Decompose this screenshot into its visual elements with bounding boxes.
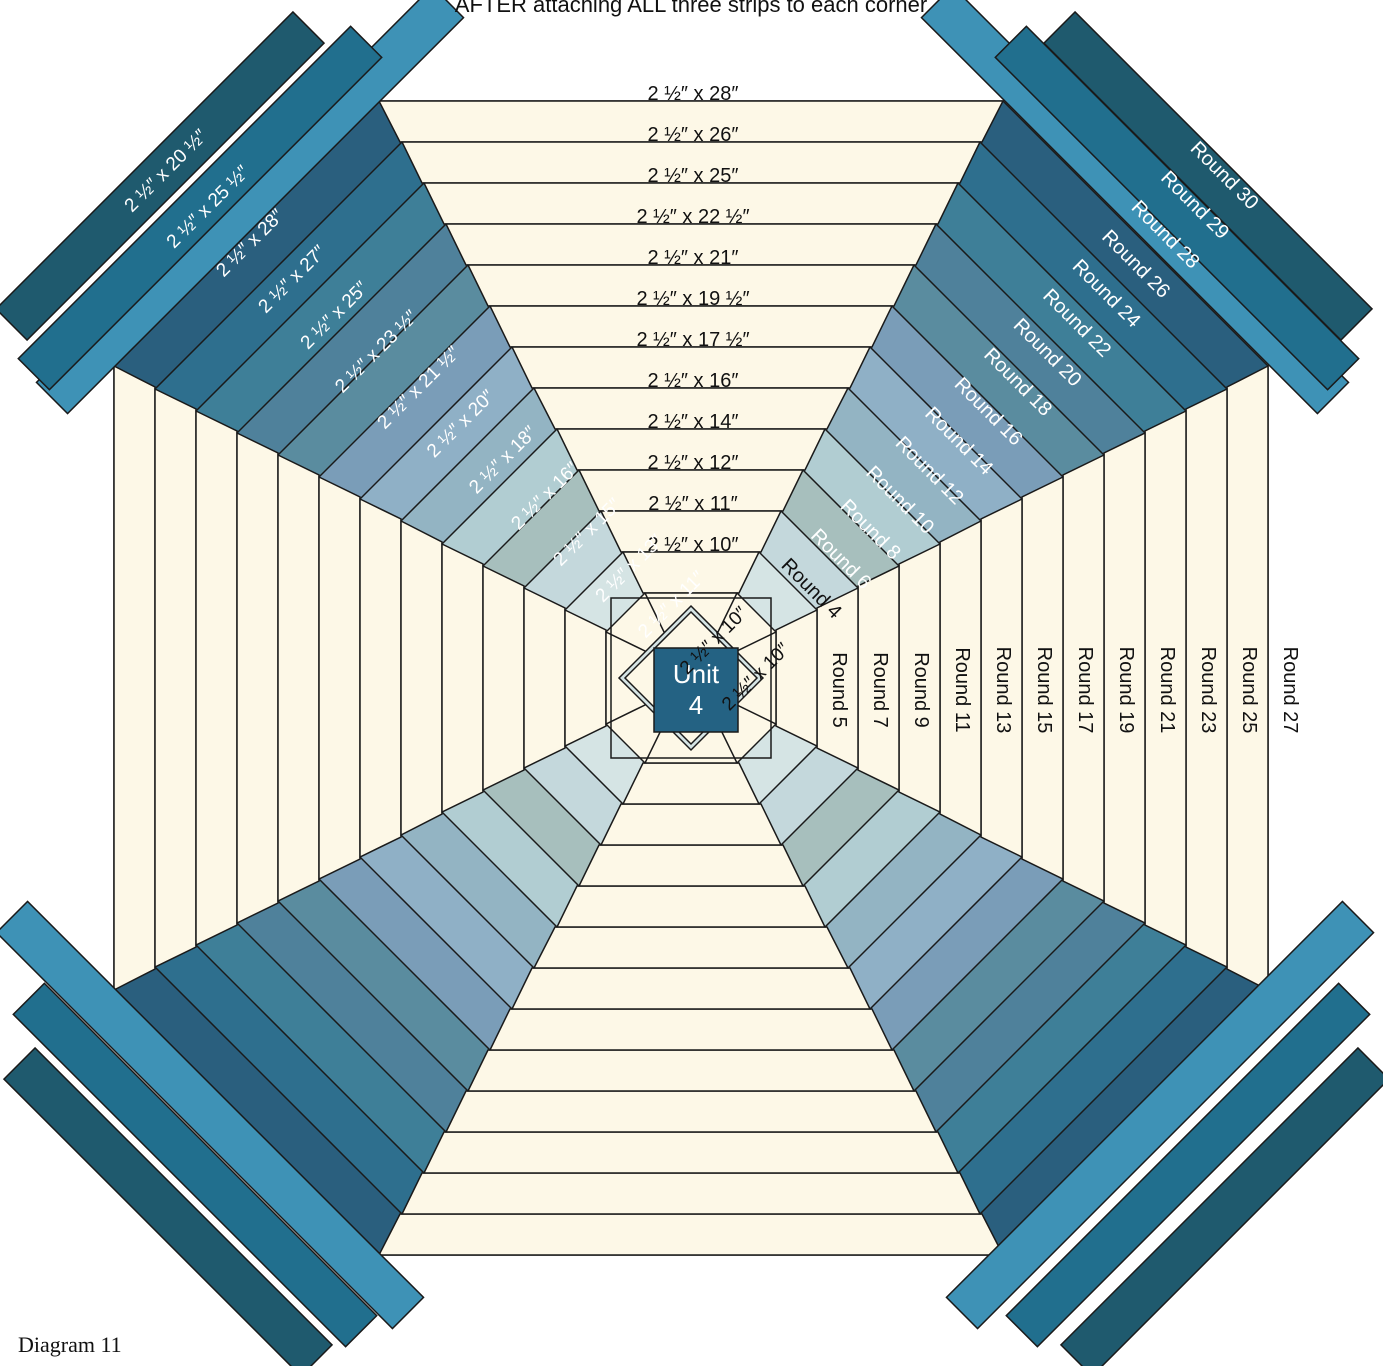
corner-bottom-left-strip-3-rect [2, 1046, 334, 1366]
horizontal-strip-top [555, 428, 827, 471]
horizontal-strip-bottom [621, 762, 761, 805]
diagram-caption: Diagram 11 [18, 1332, 122, 1357]
horizontal-strip-label: 2 ½″ x 10″ [648, 534, 739, 556]
vertical-strip-right [898, 542, 941, 814]
center-frame [610, 597, 772, 759]
vertical-strip-left [564, 608, 607, 748]
corner-top-left-strip-3 [0, 10, 326, 342]
vertical-strip-left [113, 364, 156, 992]
vertical-strip-left [482, 564, 525, 792]
corner-bottom-right-strip-2 [1005, 982, 1371, 1348]
vertical-strip-right [1021, 475, 1064, 881]
corner-bottom-left-strip-1 [0, 900, 425, 1330]
horizontal-strip-label: 2 ½″ x 12″ [648, 452, 739, 474]
horizontal-strip-top [466, 264, 916, 307]
corner-bottom-right-strip-2-rect [1005, 982, 1371, 1348]
corner-bottom-left-strip-2-rect [12, 982, 378, 1348]
horizontal-strip-label: 2 ½″ x 25″ [648, 165, 739, 187]
horizontal-strip-label: 2 ½″ x 17 ½″ [636, 329, 749, 351]
corner-bottom-right-strip-1 [945, 900, 1375, 1330]
horizontal-strip-top [422, 182, 960, 225]
unit-4-square [653, 647, 739, 733]
vertical-strip-left [277, 453, 320, 903]
horizontal-strip-bottom [444, 1090, 938, 1133]
vertical-strip-left [400, 519, 443, 837]
corner-bottom-right-strip-1-rect [945, 900, 1375, 1330]
vertical-strip-right [1062, 453, 1105, 903]
corner-top-right-strip-3 [1042, 10, 1374, 342]
horizontal-strip-top [488, 305, 894, 348]
vertical-strip-left [318, 475, 361, 881]
horizontal-strip-top [444, 223, 938, 266]
corner-bottom-left-strip-1-rect [0, 900, 425, 1330]
vertical-strip-left [359, 497, 402, 859]
unit-label-line1: Unit [673, 659, 720, 689]
horizontal-strip-top [377, 100, 1005, 143]
corner-top-left-strip-2-rect [17, 25, 383, 391]
vertical-round-label: Round 25 [1238, 647, 1260, 734]
vertical-strip-right [857, 564, 900, 792]
vertical-strip-right [1144, 409, 1187, 947]
unit-label-line2: 4 [689, 690, 703, 720]
vertical-round-label: Round 17 [1074, 647, 1096, 734]
vertical-strip-right [1185, 387, 1228, 969]
horizontal-strip-label: 2 ½″ x 21″ [648, 247, 739, 269]
horizontal-strip-bottom [577, 844, 805, 887]
vertical-strip-left [195, 409, 238, 947]
vertical-round-label: Round 23 [1197, 647, 1219, 734]
corner-bottom-left-strip-2 [12, 982, 378, 1348]
vertical-strip-left [441, 542, 484, 814]
vertical-strip-left [154, 387, 197, 969]
vertical-strip-left [236, 431, 279, 925]
vertical-round-label: Round 27 [1279, 647, 1301, 734]
vertical-strip-left [523, 586, 566, 770]
horizontal-strip-bottom [555, 885, 827, 928]
horizontal-strip-top [577, 469, 805, 512]
vertical-round-label: Round 19 [1115, 647, 1137, 734]
horizontal-strip-bottom [599, 803, 783, 846]
horizontal-strip-label: 2 ½″ x 11″ [648, 493, 737, 515]
vertical-strip-right [1103, 431, 1146, 925]
vertical-round-label: Round 13 [992, 647, 1014, 734]
horizontal-strip-label: 2 ½″ x 16″ [648, 370, 739, 392]
horizontal-strip-top [621, 551, 761, 594]
vertical-round-label: Round 15 [1033, 647, 1055, 734]
vertical-round-label: Round 5 [828, 652, 850, 728]
vertical-strip-right [775, 608, 818, 748]
vertical-strip-right [1226, 364, 1269, 992]
corner-bottom-left-strip-3 [2, 1046, 334, 1366]
corner-bottom-right-strip-3 [1059, 1046, 1383, 1366]
vertical-round-label: Round 11 [951, 647, 973, 732]
horizontal-strip-top [400, 141, 982, 184]
vertical-round-label: Round 7 [869, 652, 891, 728]
horizontal-strip-top [532, 387, 850, 430]
horizontal-strip-bottom [422, 1131, 960, 1174]
vertical-round-label: Round 9 [910, 652, 932, 728]
vertical-strip-right [980, 497, 1023, 859]
header-text: AFTER attaching ALL three strips to each… [455, 0, 927, 17]
corner-top-left-strip-3-rect [0, 10, 326, 342]
vertical-strip-right [939, 519, 982, 837]
horizontal-strip-label: 2 ½″ x 19 ½″ [636, 288, 749, 310]
horizontal-strip-bottom [400, 1172, 982, 1215]
corner-bottom-right-strip-3-rect [1059, 1046, 1383, 1366]
horizontal-strip-bottom [532, 926, 850, 969]
horizontal-strip-bottom [488, 1008, 894, 1051]
corner-top-left-strip-2 [17, 25, 383, 391]
horizontal-strip-top [599, 510, 783, 553]
vertical-strip-right [816, 586, 859, 770]
corner-top-right-strip-3-rect [1042, 10, 1374, 342]
horizontal-strip-label: 2 ½″ x 26″ [648, 124, 739, 146]
horizontal-strip-bottom [377, 1213, 1005, 1256]
horizontal-strip-label: 2 ½″ x 14″ [648, 411, 739, 433]
horizontal-strip-label: 2 ½″ x 22 ½″ [636, 206, 749, 228]
horizontal-strip-bottom [466, 1049, 916, 1092]
horizontal-strip-bottom [510, 967, 872, 1010]
horizontal-strip-label: 2 ½″ x 28″ [648, 83, 739, 105]
vertical-round-label: Round 21 [1156, 647, 1178, 734]
horizontal-strip-top [510, 346, 872, 389]
